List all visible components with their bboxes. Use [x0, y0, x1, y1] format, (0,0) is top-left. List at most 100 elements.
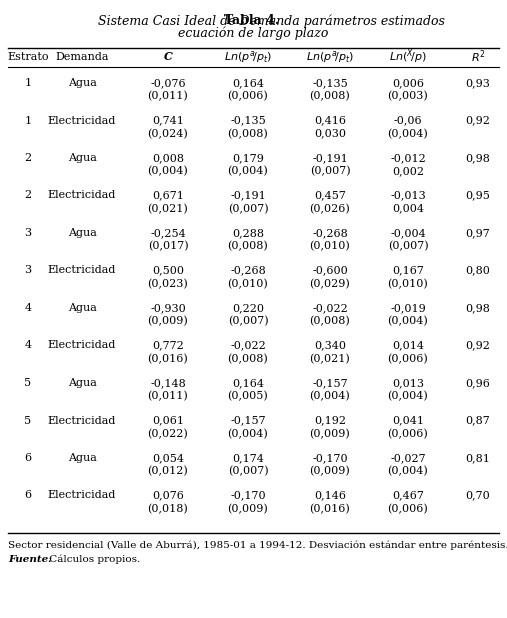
Text: 0,93: 0,93 — [465, 78, 490, 88]
Text: Electricidad: Electricidad — [48, 415, 116, 426]
Text: -0,004: -0,004 — [390, 228, 426, 238]
Text: (0,005): (0,005) — [228, 391, 268, 401]
Text: (0,004): (0,004) — [388, 466, 428, 476]
Text: 0,288: 0,288 — [232, 228, 264, 238]
Text: Electricidad: Electricidad — [48, 341, 116, 350]
Text: Tabla 4.: Tabla 4. — [224, 14, 283, 27]
Text: -0,022: -0,022 — [230, 341, 266, 350]
Text: -0,600: -0,600 — [312, 266, 348, 276]
Text: (0,024): (0,024) — [148, 129, 189, 139]
Text: 3: 3 — [24, 266, 31, 276]
Text: 0,179: 0,179 — [232, 153, 264, 163]
Text: Sistema Casi Ideal de Demanda parámetros estimados: Sistema Casi Ideal de Demanda parámetros… — [62, 14, 445, 27]
Text: (0,006): (0,006) — [388, 353, 428, 364]
Text: 0,671: 0,671 — [152, 190, 184, 200]
Text: 5: 5 — [24, 378, 31, 388]
Text: (0,008): (0,008) — [310, 91, 350, 101]
Text: -0,268: -0,268 — [230, 266, 266, 276]
Text: 6: 6 — [24, 491, 31, 501]
Text: 4: 4 — [24, 341, 31, 350]
Text: (0,006): (0,006) — [388, 504, 428, 514]
Text: (0,007): (0,007) — [228, 466, 268, 476]
Text: C: C — [164, 51, 172, 62]
Text: (0,012): (0,012) — [148, 466, 189, 476]
Text: 0,054: 0,054 — [152, 453, 184, 463]
Text: 0,500: 0,500 — [152, 266, 184, 276]
Text: 0,008: 0,008 — [152, 153, 184, 163]
Text: 6: 6 — [24, 453, 31, 463]
Text: (0,008): (0,008) — [228, 353, 268, 364]
Text: 0,81: 0,81 — [465, 453, 490, 463]
Text: -0,191: -0,191 — [230, 190, 266, 200]
Text: 1: 1 — [24, 116, 31, 125]
Text: -0,135: -0,135 — [230, 116, 266, 125]
Text: 0,80: 0,80 — [465, 266, 490, 276]
Text: (0,029): (0,029) — [310, 279, 350, 289]
Text: $Ln(p^a\!/p_t)$: $Ln(p^a\!/p_t)$ — [306, 49, 354, 65]
Text: (0,004): (0,004) — [228, 428, 268, 439]
Text: (0,009): (0,009) — [148, 316, 189, 326]
Text: (0,008): (0,008) — [228, 241, 268, 252]
Text: 0,97: 0,97 — [465, 228, 490, 238]
Text: 0,076: 0,076 — [152, 491, 184, 501]
Text: 0,002: 0,002 — [392, 166, 424, 176]
Text: 0,92: 0,92 — [465, 341, 490, 350]
Text: (0,008): (0,008) — [228, 129, 268, 139]
Text: 5: 5 — [24, 415, 31, 426]
Text: (0,003): (0,003) — [388, 91, 428, 101]
Text: (0,018): (0,018) — [148, 504, 189, 514]
Text: -0,013: -0,013 — [390, 190, 426, 200]
Text: 0,467: 0,467 — [392, 491, 424, 501]
Text: -0,191: -0,191 — [312, 153, 348, 163]
Text: 0,006: 0,006 — [392, 78, 424, 88]
Text: (0,009): (0,009) — [310, 466, 350, 476]
Text: 0,167: 0,167 — [392, 266, 424, 276]
Text: 0,041: 0,041 — [392, 415, 424, 426]
Text: (0,007): (0,007) — [388, 241, 428, 252]
Text: $R^2$: $R^2$ — [470, 49, 485, 66]
Text: 2: 2 — [24, 153, 31, 163]
Text: 0,70: 0,70 — [465, 491, 490, 501]
Text: -0,157: -0,157 — [312, 378, 348, 388]
Text: -0,170: -0,170 — [230, 491, 266, 501]
Text: 0,95: 0,95 — [465, 190, 490, 200]
Text: (0,006): (0,006) — [388, 428, 428, 439]
Text: -0,157: -0,157 — [230, 415, 266, 426]
Text: (0,021): (0,021) — [310, 353, 350, 364]
Text: Agua: Agua — [67, 453, 96, 463]
Text: (0,004): (0,004) — [388, 316, 428, 326]
Text: Agua: Agua — [67, 153, 96, 163]
Text: (0,011): (0,011) — [148, 391, 189, 401]
Text: -0,076: -0,076 — [150, 78, 186, 88]
Text: 0,741: 0,741 — [152, 116, 184, 125]
Text: 0,220: 0,220 — [232, 303, 264, 313]
Text: (0,007): (0,007) — [228, 203, 268, 214]
Text: (0,004): (0,004) — [148, 166, 189, 176]
Text: Electricidad: Electricidad — [48, 266, 116, 276]
Text: Agua: Agua — [67, 78, 96, 88]
Text: $Ln(p^a\!/p_t)$: $Ln(p^a\!/p_t)$ — [224, 49, 272, 65]
Text: 2: 2 — [24, 190, 31, 200]
Text: -0,148: -0,148 — [150, 378, 186, 388]
Text: Sector residencial (Valle de Aburrá), 1985-01 a 1994-12. Desviación estándar ent: Sector residencial (Valle de Aburrá), 19… — [8, 541, 507, 551]
Text: -0,268: -0,268 — [312, 228, 348, 238]
Text: -0,022: -0,022 — [312, 303, 348, 313]
Text: 0,164: 0,164 — [232, 78, 264, 88]
Text: -0,012: -0,012 — [390, 153, 426, 163]
Text: 0,192: 0,192 — [314, 415, 346, 426]
Text: 0,164: 0,164 — [232, 378, 264, 388]
Text: 0,457: 0,457 — [314, 190, 346, 200]
Text: $Ln(^X\!/p)$: $Ln(^X\!/p)$ — [389, 48, 427, 66]
Text: Fuente:: Fuente: — [8, 555, 52, 564]
Text: (0,004): (0,004) — [388, 129, 428, 139]
Text: Agua: Agua — [67, 378, 96, 388]
Text: (0,009): (0,009) — [310, 428, 350, 439]
Text: 0,98: 0,98 — [465, 153, 490, 163]
Text: 4: 4 — [24, 303, 31, 313]
Text: (0,004): (0,004) — [228, 166, 268, 176]
Text: (0,007): (0,007) — [228, 316, 268, 326]
Text: -0,135: -0,135 — [312, 78, 348, 88]
Text: (0,010): (0,010) — [310, 241, 350, 252]
Text: -0,019: -0,019 — [390, 303, 426, 313]
Text: -0,027: -0,027 — [390, 453, 426, 463]
